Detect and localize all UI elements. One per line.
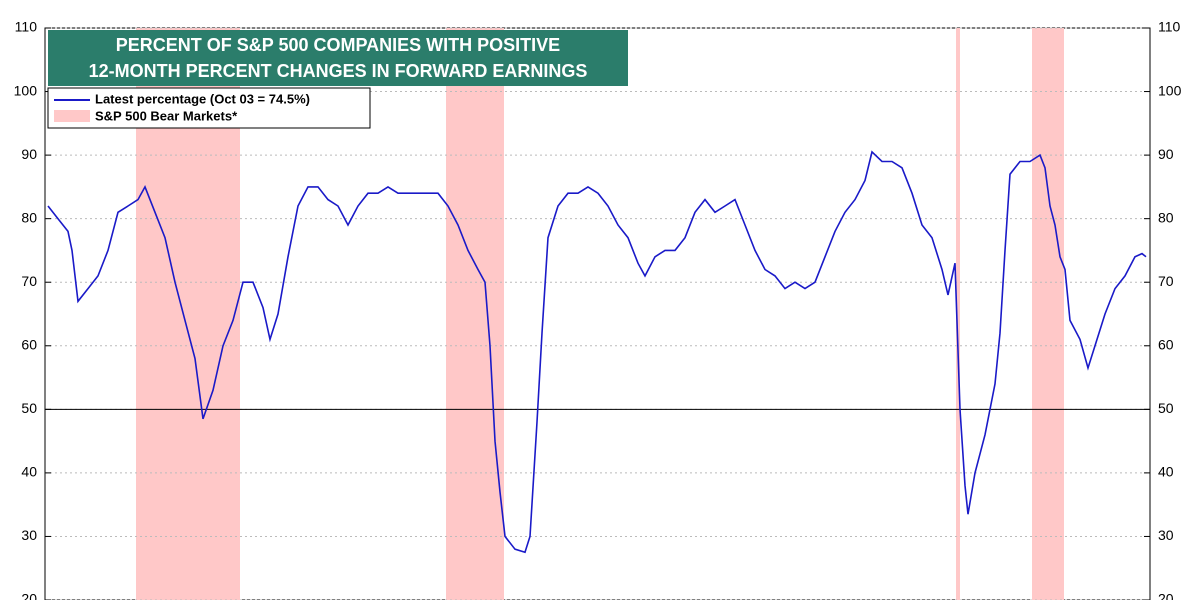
y2-tick-label: 70 xyxy=(1158,273,1174,289)
legend-label: Latest percentage (Oct 03 = 74.5%) xyxy=(95,91,310,106)
series-line xyxy=(47,150,1147,554)
y2-tick-label: 80 xyxy=(1158,209,1174,225)
y-tick-label: 90 xyxy=(21,146,37,162)
y2-tick-label: 100 xyxy=(1158,82,1182,98)
y2-tick-label: 50 xyxy=(1158,400,1174,416)
bear-market-band xyxy=(1032,28,1064,600)
bear-market-band xyxy=(446,28,504,600)
y2-tick-label: 60 xyxy=(1158,336,1174,352)
chart-title: 12-MONTH PERCENT CHANGES IN FORWARD EARN… xyxy=(89,61,588,81)
y2-tick-label: 20 xyxy=(1158,591,1174,600)
legend-box xyxy=(47,87,371,129)
bear-market-band xyxy=(956,28,960,600)
y-tick-label: 20 xyxy=(21,591,37,600)
y-tick-label: 50 xyxy=(21,400,37,416)
y2-tick-label: 110 xyxy=(1158,19,1181,35)
chart-title: PERCENT OF S&P 500 COMPANIES WITH POSITI… xyxy=(116,35,560,55)
y-tick-label: 70 xyxy=(21,273,37,289)
y2-tick-label: 40 xyxy=(1158,464,1174,480)
title-box xyxy=(48,30,628,86)
y2-tick-label: 90 xyxy=(1158,146,1174,162)
legend-swatch xyxy=(54,110,90,122)
y-tick-label: 40 xyxy=(21,464,37,480)
y-tick-label: 30 xyxy=(21,527,37,543)
y-tick-label: 110 xyxy=(15,19,38,35)
y-tick-label: 80 xyxy=(21,209,37,225)
y2-tick-label: 30 xyxy=(1158,527,1174,543)
y-tick-label: 60 xyxy=(21,336,37,352)
y-tick-label: 100 xyxy=(14,82,38,98)
legend-label: S&P 500 Bear Markets* xyxy=(95,108,238,123)
